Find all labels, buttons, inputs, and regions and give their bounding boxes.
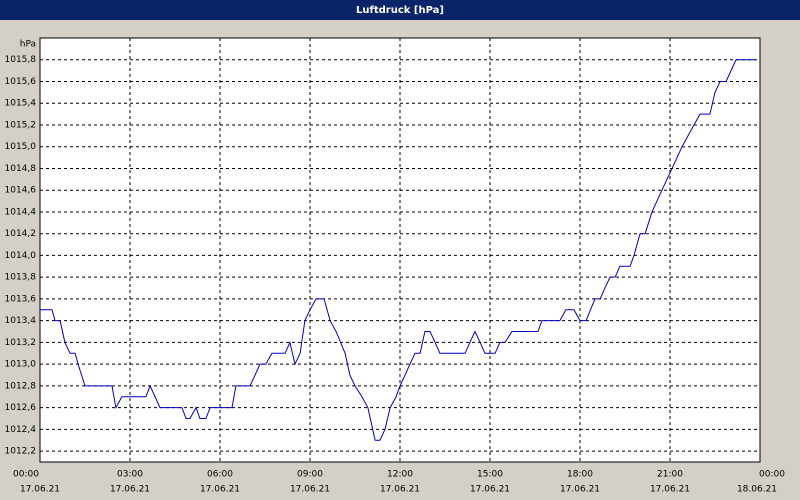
x-tick-date: 17.06.21 [20, 485, 60, 495]
y-tick-label: 1015,0 [5, 142, 37, 152]
y-tick-label: 1013,4 [5, 316, 37, 326]
y-tick-label: 1015,6 [5, 77, 37, 87]
y-tick-label: 1014,0 [5, 251, 37, 261]
x-tick-label: 18:00 [567, 470, 593, 480]
x-tick-label: 15:00 [477, 470, 503, 480]
x-tick-date: 17.06.21 [110, 485, 150, 495]
y-tick-label: 1014,4 [5, 207, 37, 217]
x-tick-label: 06:00 [207, 470, 233, 480]
x-tick-date: 17.06.21 [290, 485, 330, 495]
y-tick-label: 1012,4 [5, 425, 37, 435]
y-tick-label: 1014,2 [5, 229, 37, 239]
y-tick-label: 1012,8 [5, 381, 37, 391]
x-tick-date: 17.06.21 [200, 485, 240, 495]
y-tick-label: 1015,4 [5, 99, 37, 109]
x-tick-label: 03:00 [117, 470, 143, 480]
x-tick-label: 09:00 [297, 470, 323, 480]
y-unit: hPa [20, 40, 36, 50]
x-tick-date: 17.06.21 [470, 485, 510, 495]
x-tick-date: 17.06.21 [560, 485, 600, 495]
y-tick-label: 1015,2 [5, 120, 37, 130]
y-tick-label: 1012,2 [5, 447, 37, 457]
y-tick-label: 1012,6 [5, 403, 37, 413]
chart-title: Luftdruck [hPa] [356, 5, 444, 16]
x-tick-label: 12:00 [387, 470, 413, 480]
y-tick-label: 1014,8 [5, 164, 37, 174]
data-line [40, 59, 757, 441]
y-tick-label: 1013,0 [5, 360, 37, 370]
x-tick-label: 21:00 [657, 470, 683, 480]
y-tick-label: 1013,6 [5, 294, 37, 304]
title-bar [0, 0, 800, 20]
y-tick-label: 1015,8 [5, 55, 37, 65]
y-tick-label: 1013,2 [5, 338, 37, 348]
x-tick-date: 17.06.21 [650, 485, 690, 495]
y-tick-label: 1013,8 [5, 273, 37, 283]
x-tick-date: 18.06.21 [737, 485, 777, 495]
x-tick-label: 00:00 [759, 470, 785, 480]
x-tick-label: 00:00 [13, 470, 39, 480]
x-tick-date: 17.06.21 [380, 485, 420, 495]
y-tick-label: 1014,6 [5, 186, 37, 196]
